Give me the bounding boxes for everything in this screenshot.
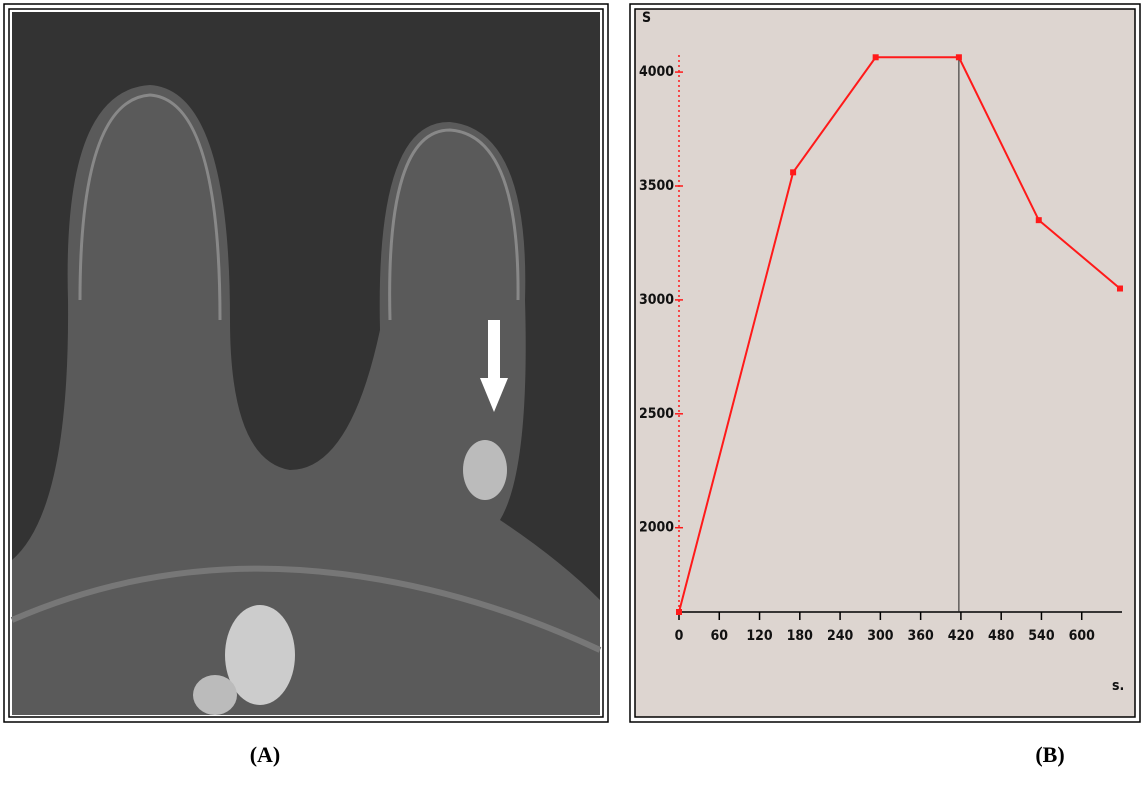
x-tick-label: 480: [988, 628, 1015, 644]
data-point: [872, 54, 879, 61]
x-tick-label: 360: [907, 628, 934, 644]
plot-background: [634, 8, 1136, 718]
y-tick-label: 3500: [639, 178, 674, 194]
data-line: [678, 56, 1121, 613]
x-tick-label: 540: [1028, 628, 1055, 644]
x-tick-label: 0: [675, 628, 684, 644]
data-point: [676, 609, 682, 615]
caption: (A): [250, 742, 281, 767]
y-tick-label: 4000: [639, 64, 674, 80]
data-point: [1035, 217, 1042, 224]
y-tick-label: 3000: [639, 292, 674, 308]
y-axis-label: S: [642, 10, 651, 26]
data-point: [1116, 285, 1123, 292]
x-tick-label: 300: [867, 628, 894, 644]
mri-panel: [3, 3, 609, 723]
y-tick-label: 2500: [639, 406, 674, 422]
x-tick-label: 420: [948, 628, 975, 644]
x-tick-label: 240: [827, 628, 854, 644]
x-tick-label: 120: [746, 628, 773, 644]
x-tick-label: 600: [1069, 628, 1096, 644]
x-tick-label: 180: [787, 628, 814, 644]
x-tick-label: 60: [711, 628, 729, 644]
data-point: [955, 54, 962, 61]
x-axis-label: s.: [1112, 678, 1124, 694]
data-point: [790, 169, 797, 176]
caption: (B): [1035, 742, 1064, 767]
y-tick-label: 2000: [639, 520, 674, 536]
